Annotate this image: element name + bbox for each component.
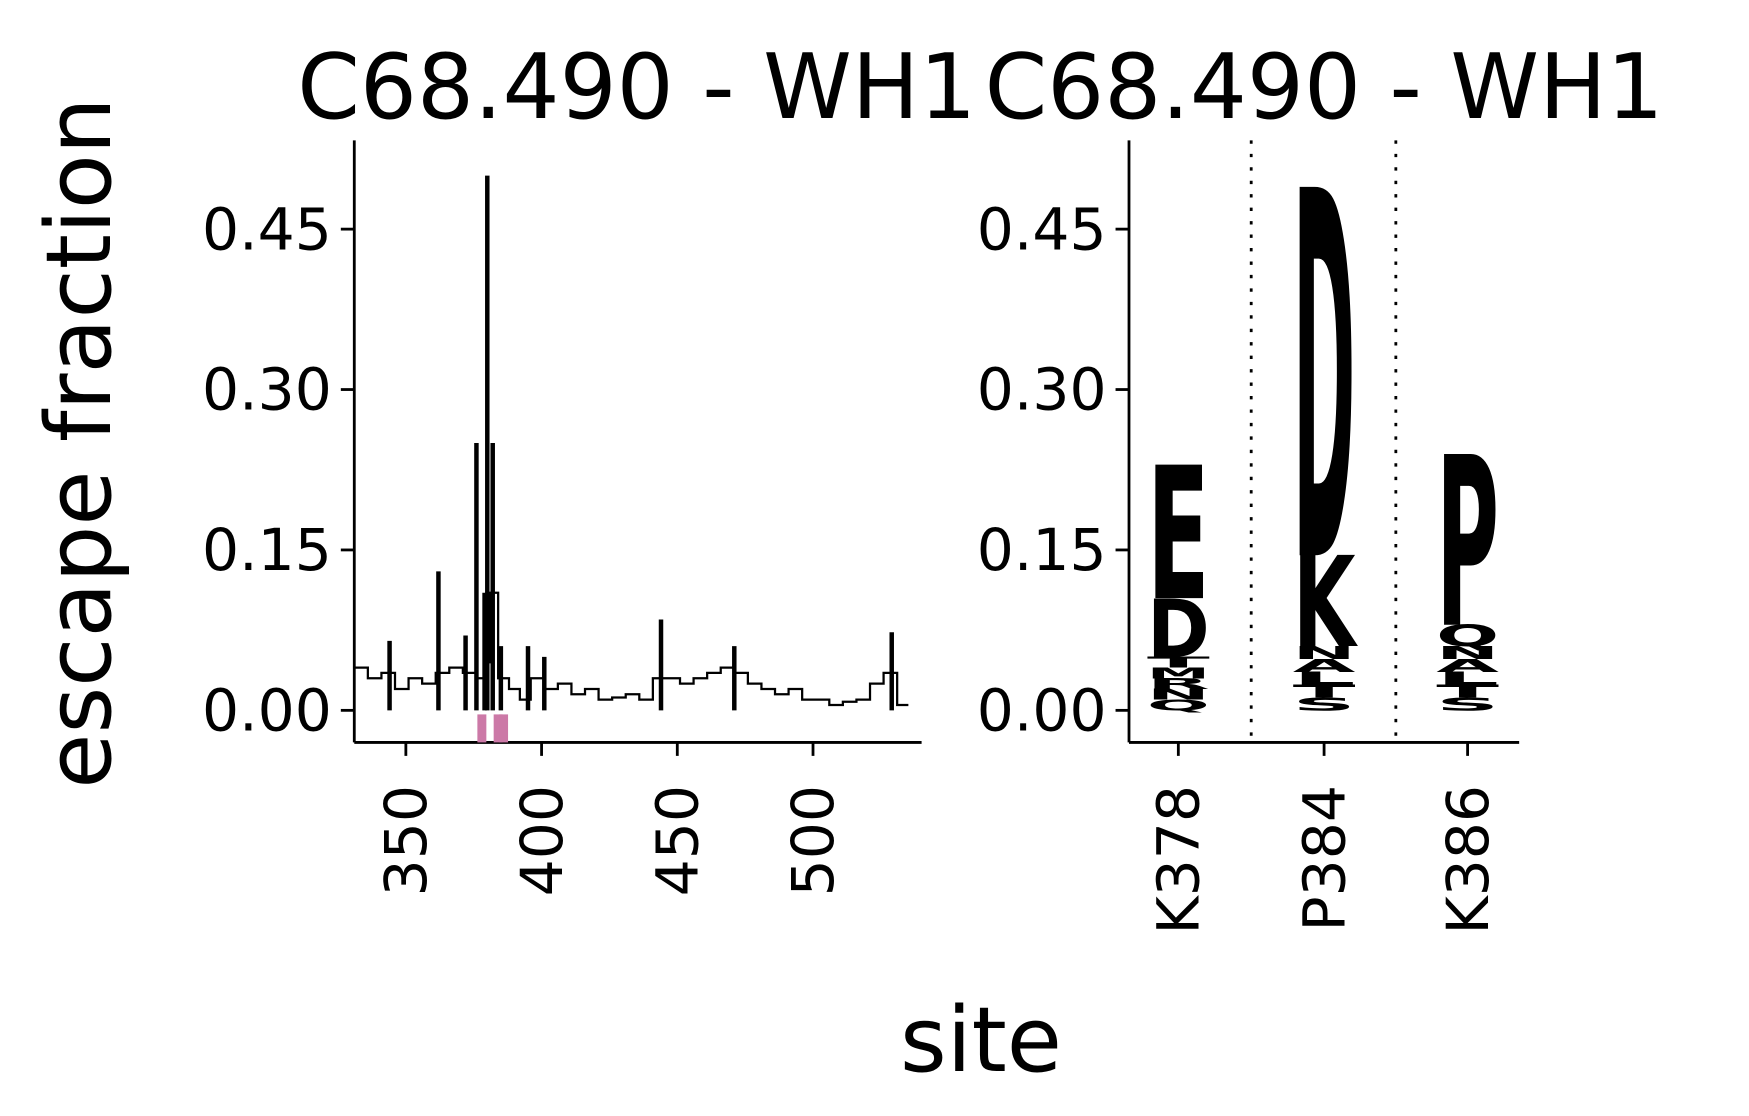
logo-letter: N — [1147, 686, 1210, 703]
chart-title: C68.490 - WH1 — [297, 36, 976, 140]
logo-letter: P — [1436, 408, 1499, 681]
x-tick-label: K386 — [1434, 785, 1502, 935]
mean-line — [354, 591, 909, 707]
highlight-site — [493, 714, 503, 743]
x-tick-label: 350 — [372, 785, 440, 896]
logo-letter: T — [1293, 681, 1356, 701]
y-tick-label: 0.00 — [202, 677, 332, 745]
chart-title: C68.490 - WH1 — [985, 36, 1664, 140]
logo-letter: M — [1147, 665, 1210, 682]
x-tick-label: 450 — [643, 785, 711, 896]
x-tick-label: P384 — [1290, 785, 1358, 931]
logo-letter: A — [1293, 656, 1356, 676]
logo-letter: Q — [1436, 619, 1499, 653]
y-tick-label: 0.45 — [202, 195, 332, 263]
y-tick-label: 0.30 — [977, 356, 1107, 424]
logo-letter: T — [1436, 681, 1499, 701]
logo-letter: R — [1147, 675, 1210, 692]
logo-letter: L — [1436, 668, 1499, 688]
logo-letter: K — [1293, 531, 1359, 676]
highlight-site — [499, 714, 509, 743]
y-tick-label: 0.15 — [977, 516, 1107, 584]
x-tick-label: K378 — [1145, 785, 1213, 935]
y-tick-label: 0.30 — [202, 356, 332, 424]
x-tick-label: 500 — [779, 785, 847, 896]
x-axis-label: site — [900, 989, 1062, 1093]
logo-letter: D — [1147, 583, 1210, 677]
logo-letter: T — [1147, 654, 1210, 671]
logo-letter: Q — [1147, 697, 1210, 714]
y-axis-label: escape fraction — [28, 97, 132, 788]
highlight-site — [477, 714, 487, 743]
logo-letter: A — [1436, 656, 1499, 676]
logo-letter: N — [1293, 643, 1356, 663]
logo-letter: N — [1436, 643, 1499, 663]
logo-letter: S — [1436, 694, 1499, 714]
y-tick-label: 0.00 — [977, 677, 1107, 745]
logo-letter: S — [1293, 694, 1356, 714]
logo-letter: L — [1293, 668, 1356, 688]
x-tick-label: 400 — [508, 785, 576, 896]
logo-letter: D — [1293, 87, 1356, 675]
logo-letter: E — [1147, 428, 1210, 641]
y-tick-label: 0.45 — [977, 195, 1107, 263]
y-tick-label: 0.15 — [202, 516, 332, 584]
